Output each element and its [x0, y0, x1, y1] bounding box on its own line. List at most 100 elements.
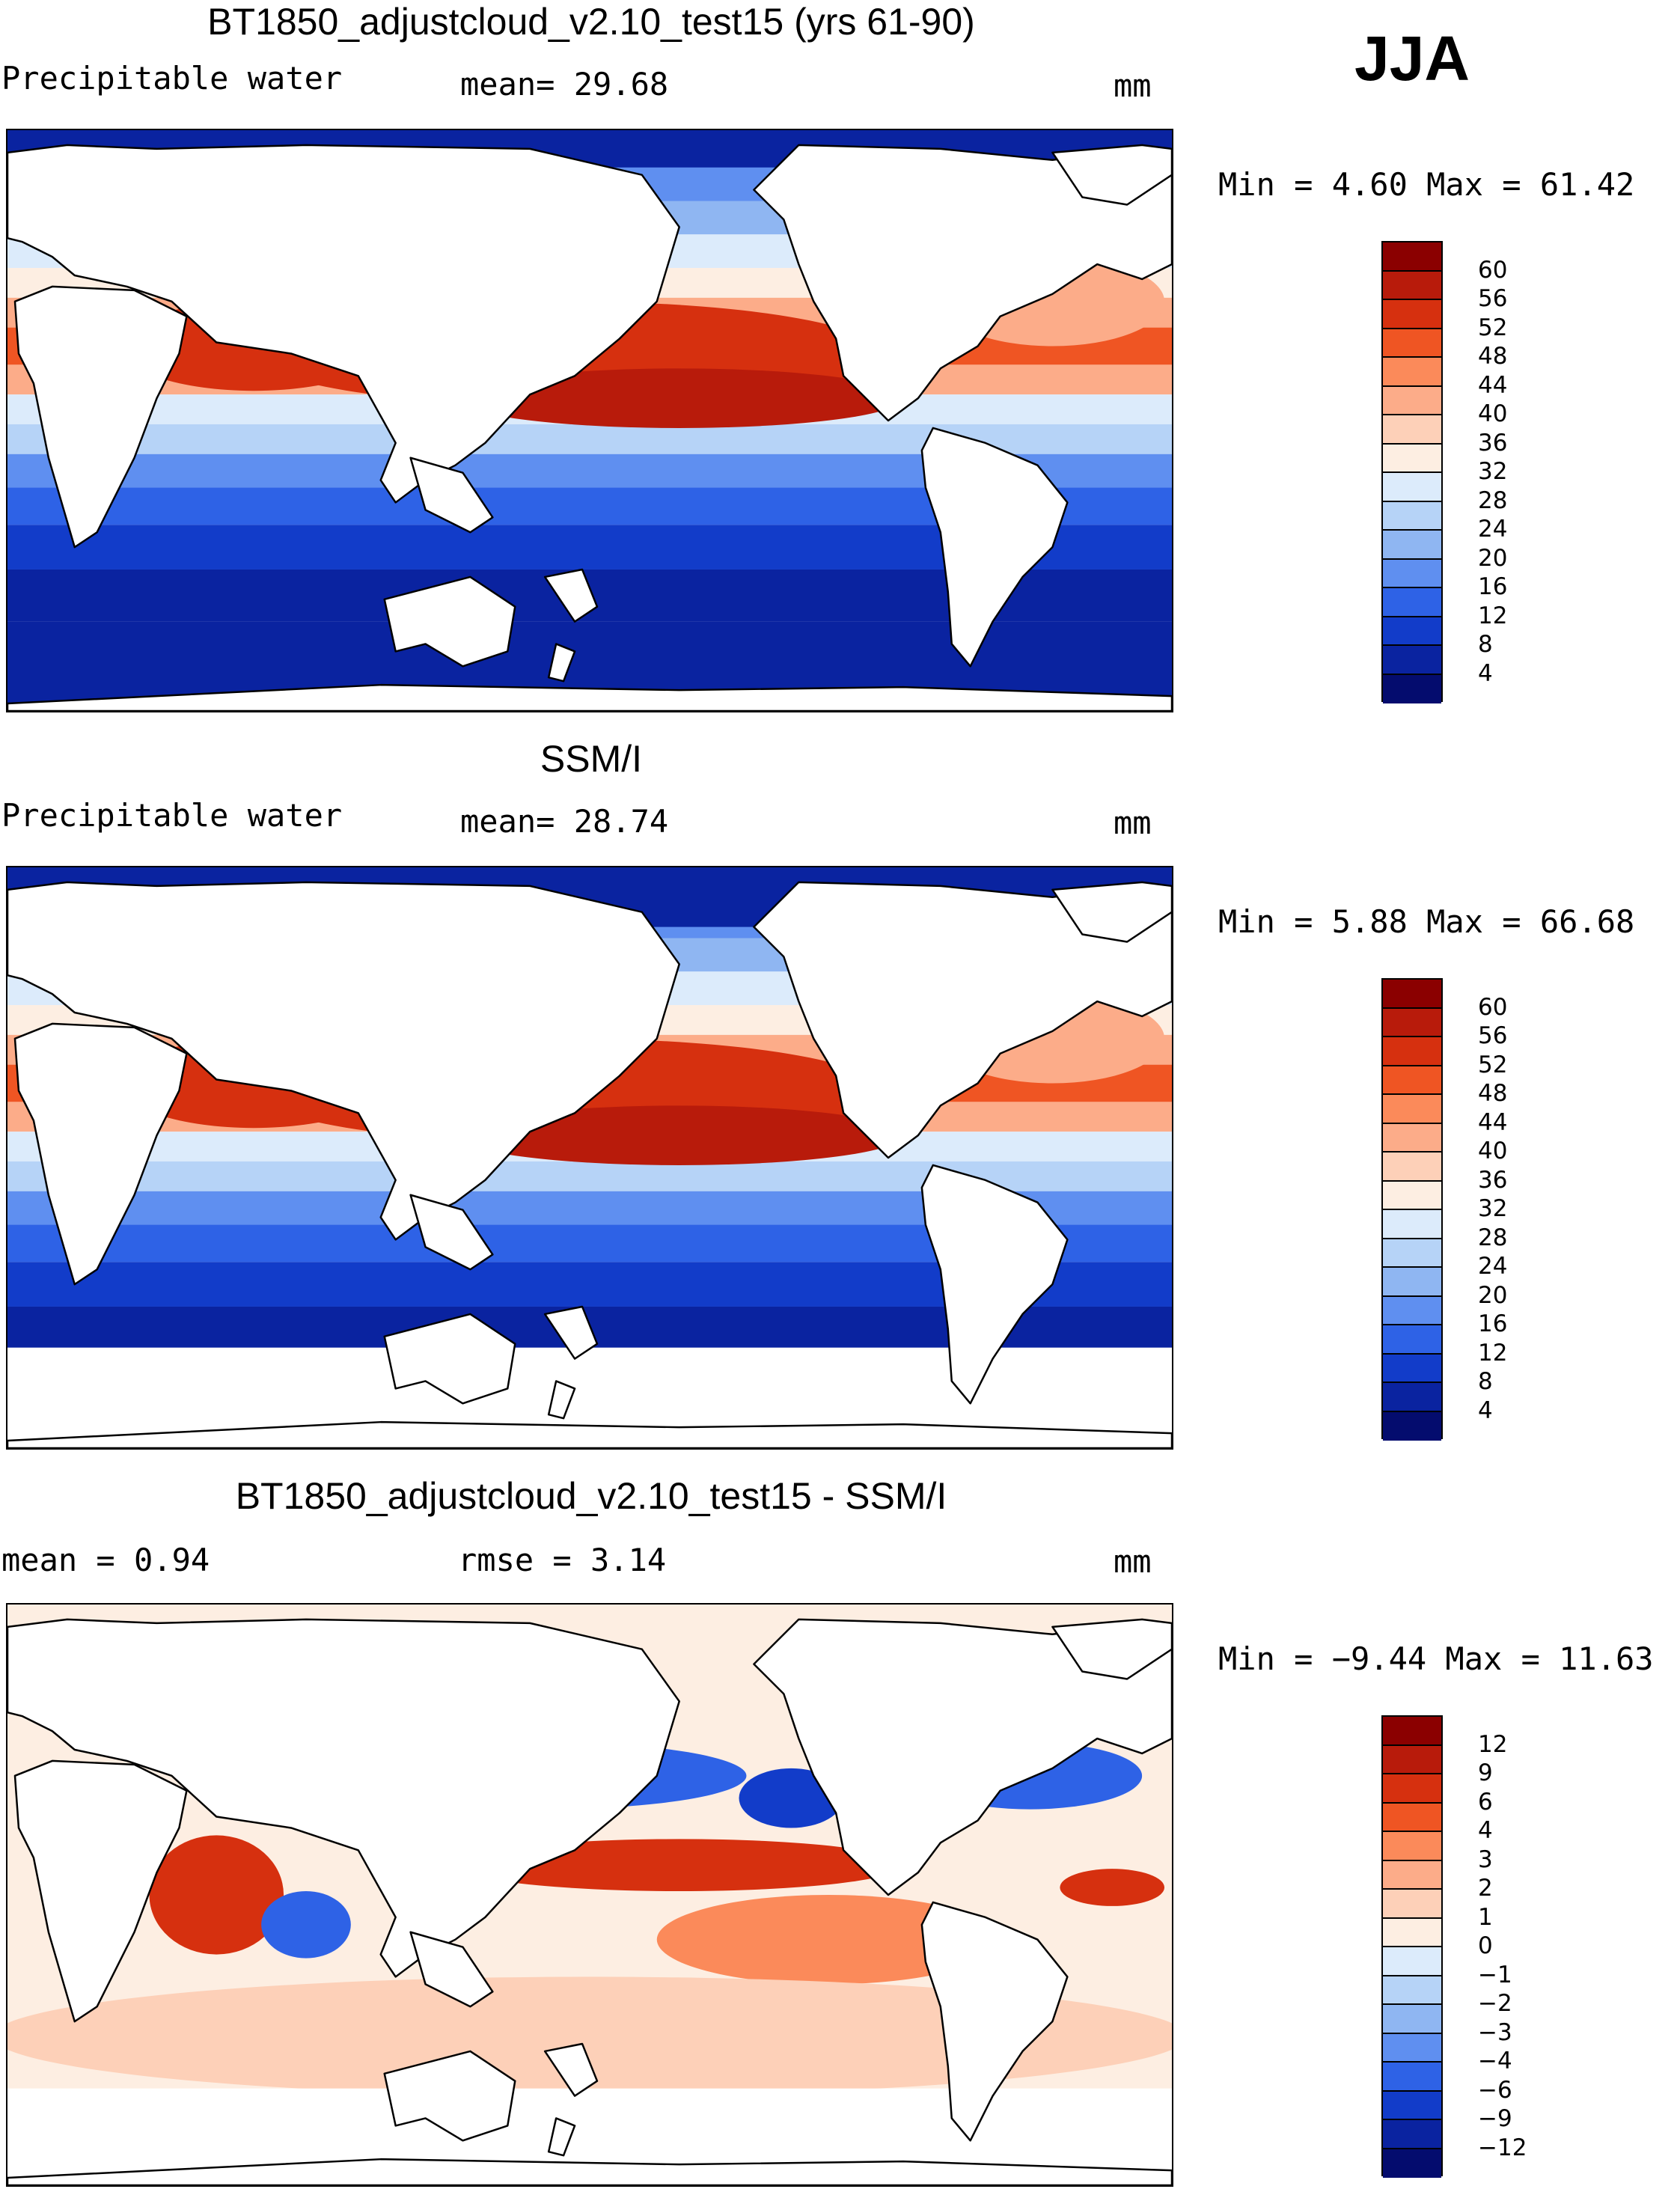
colorbar-swatch: [1383, 2091, 1441, 2120]
panel-3-map: [6, 1603, 1173, 2187]
colorbar-swatch: [1383, 271, 1441, 300]
colorbar-tick-label: 52: [1478, 314, 1508, 341]
continent-outline: [1051, 881, 1172, 943]
colorbar-swatch: [1383, 2120, 1441, 2149]
colorbar-swatch: [1383, 1066, 1441, 1095]
colorbar-tick-label: 24: [1478, 516, 1508, 543]
colorbar-swatch: [1383, 646, 1441, 675]
colorbar-tick-label: 32: [1478, 458, 1508, 485]
colorbar-tick-label: −2: [1478, 1990, 1512, 2017]
colorbar-tick-label: 4: [1478, 1396, 1493, 1424]
panel-2-map-svg: [7, 867, 1172, 1448]
positive-anomaly-region: [656, 1895, 1001, 1985]
continent-outline: [13, 1022, 188, 1286]
colorbar-swatch: [1383, 2005, 1441, 2034]
continent-outline: [543, 2042, 599, 2097]
panel-2-mean-label: mean= 28.74: [460, 803, 669, 840]
colorbar-swatch: [1383, 1803, 1441, 1832]
panel-2-colorbar: [1381, 978, 1443, 1441]
colorbar-tick-label: 20: [1478, 544, 1508, 572]
colorbar-swatch: [1383, 1717, 1441, 1746]
colorbar-swatch: [1383, 980, 1441, 1009]
colorbar-swatch: [1383, 300, 1441, 329]
colorbar-swatch: [1383, 1008, 1441, 1037]
colorbar-swatch: [1383, 444, 1441, 473]
colorbar-tick-label: 44: [1478, 1108, 1508, 1136]
continent-outline: [1051, 144, 1172, 206]
continent-outline: [7, 2158, 1172, 2185]
colorbar-tick-label: −4: [1478, 2048, 1512, 2075]
colorbar-swatch: [1383, 1239, 1441, 1268]
colorbar-tick-label: 32: [1478, 1195, 1508, 1222]
colorbar-swatch: [1383, 1976, 1441, 2005]
colorbar-tick-label: 28: [1478, 1224, 1508, 1251]
colorbar-tick-label: 60: [1478, 993, 1508, 1021]
colorbar-tick-label: 4: [1478, 659, 1493, 687]
panel-3-units: mm: [1114, 1543, 1152, 1580]
panel-1-title: BT1850_adjustcloud_v2.10_test15 (yrs 61-…: [207, 1, 975, 43]
continent-outline: [547, 2117, 576, 2157]
colorbar-tick-label: 8: [1478, 631, 1493, 658]
colorbar-swatch: [1383, 1153, 1441, 1182]
colorbar-tick-label: −1: [1478, 1961, 1512, 1988]
colorbar-tick-label: 8: [1478, 1368, 1493, 1395]
panel-2-map: [6, 866, 1173, 1450]
itcz-region: [455, 1105, 903, 1165]
panel-1-map: [6, 129, 1173, 712]
colorbar-tick-label: −6: [1478, 2076, 1512, 2104]
colorbar-tick-label: 52: [1478, 1051, 1508, 1078]
colorbar-tick-label: 12: [1478, 1730, 1508, 1758]
colorbar-swatch: [1383, 1860, 1441, 1890]
colorbar-swatch: [1383, 1411, 1441, 1441]
colorbar-swatch: [1383, 386, 1441, 415]
continent-outline: [383, 2050, 516, 2142]
panel-3-title: BT1850_adjustcloud_v2.10_test15 - SSM/I: [235, 1475, 947, 1517]
colorbar-tick-label: 60: [1478, 256, 1508, 284]
panel-2-units: mm: [1114, 805, 1152, 841]
panel-3-rmse-label: rmse = 3.14: [458, 1542, 667, 1578]
colorbar-swatch: [1383, 1774, 1441, 1804]
colorbar-swatch: [1383, 415, 1441, 445]
colorbar-swatch: [1383, 2033, 1441, 2063]
colorbar-swatch: [1383, 501, 1441, 531]
panel-2-variable-label: Precipitable water: [1, 797, 343, 834]
panel-1-variable-label: Precipitable water: [1, 60, 343, 97]
panel-2-title: SSM/I: [540, 738, 643, 780]
colorbar-swatch: [1383, 358, 1441, 387]
colorbar-swatch: [1383, 1947, 1441, 1976]
colorbar-tick-label: 16: [1478, 1310, 1508, 1337]
continent-outline: [383, 576, 516, 668]
panel-3-mean-label: mean = 0.94: [1, 1542, 210, 1578]
continent-outline: [7, 1420, 1172, 1448]
season-label: JJA: [1354, 23, 1470, 94]
continent-outline: [920, 1901, 1069, 2142]
continent-outline: [409, 457, 494, 534]
colorbar-tick-label: 56: [1478, 285, 1508, 312]
colorbar-tick-label: 2: [1478, 1875, 1493, 1902]
negative-anomaly-region: [261, 1891, 351, 1959]
colorbar-tick-label: 36: [1478, 1166, 1508, 1194]
colorbar-tick-label: 44: [1478, 371, 1508, 399]
panel-1-map-svg: [7, 130, 1172, 711]
colorbar-swatch: [1383, 1890, 1441, 1919]
continent-outline: [547, 643, 576, 683]
itcz-region: [455, 368, 903, 428]
colorbar-swatch: [1383, 2063, 1441, 2092]
colorbar-tick-label: 48: [1478, 343, 1508, 370]
continent-outline: [409, 1194, 494, 1271]
colorbar-tick-label: 16: [1478, 573, 1508, 600]
colorbar-swatch: [1383, 1354, 1441, 1383]
colorbar-swatch: [1383, 1037, 1441, 1066]
colorbar-swatch: [1383, 1296, 1441, 1325]
panel-1-mean-label: mean= 29.68: [460, 66, 669, 103]
colorbar-swatch: [1383, 1181, 1441, 1210]
colorbar-swatch: [1383, 1918, 1441, 1947]
colorbar-tick-label: 24: [1478, 1253, 1508, 1280]
continent-outline: [7, 683, 1172, 711]
southern-ocean-region: [7, 1976, 1172, 2096]
colorbar-swatch: [1383, 1095, 1441, 1124]
colorbar-tick-label: 20: [1478, 1281, 1508, 1309]
colorbar-tick-label: 48: [1478, 1080, 1508, 1107]
continent-outline: [547, 1380, 576, 1420]
continent-outline: [543, 1305, 599, 1360]
